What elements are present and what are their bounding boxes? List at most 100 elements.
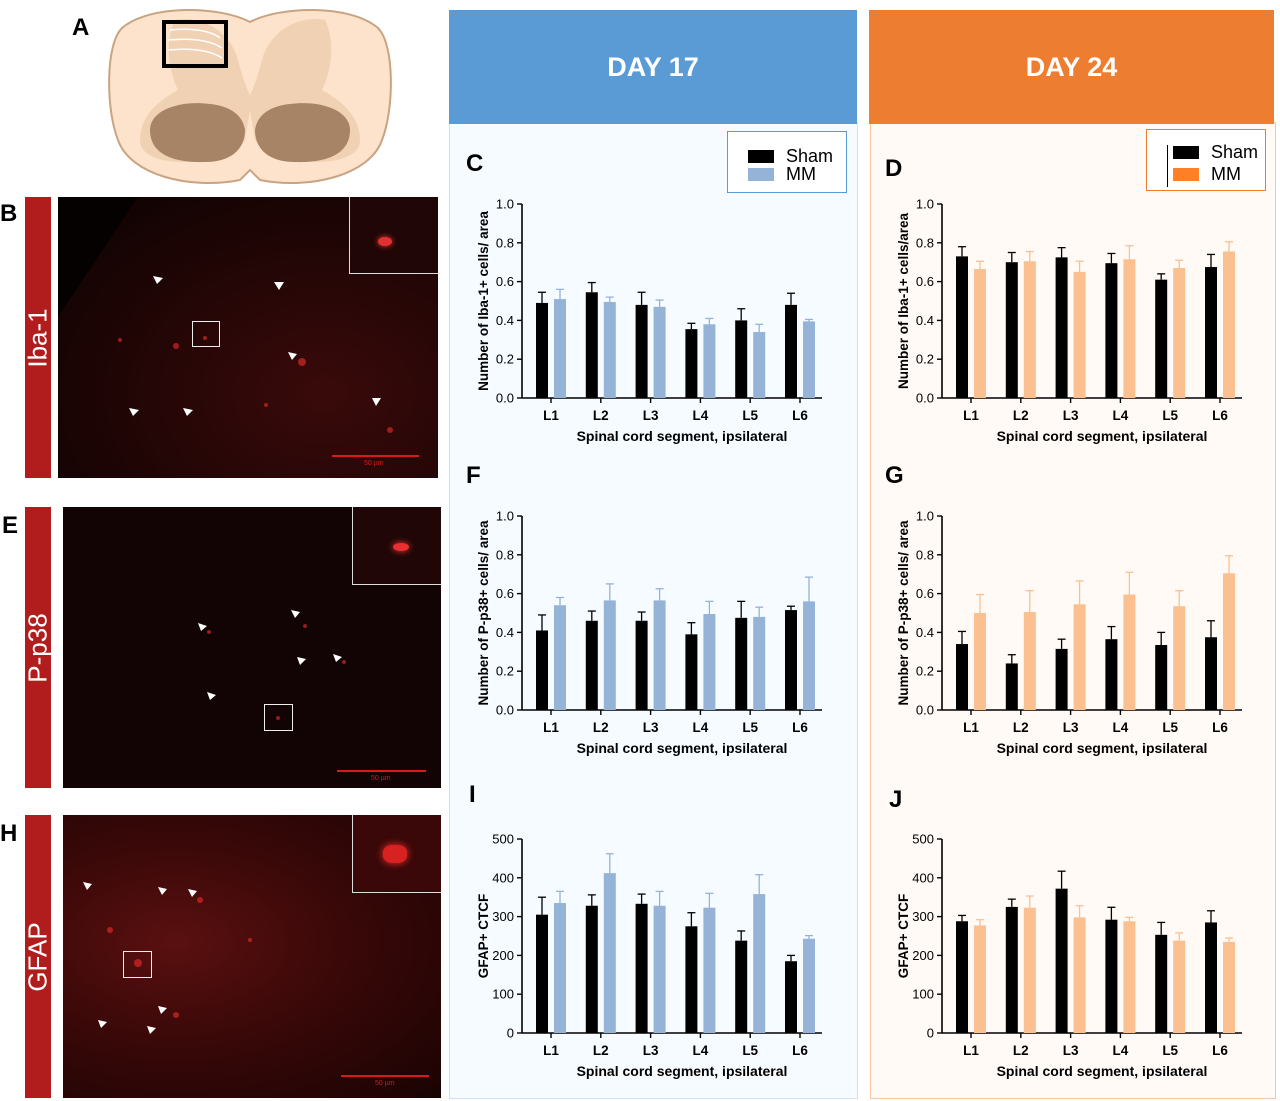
bar-sham-l1: [536, 630, 548, 710]
bar-mm-l1: [554, 605, 566, 710]
x-tick-label: L3: [643, 720, 659, 735]
x-tick-label: L2: [593, 1043, 609, 1058]
x-tick-label: L5: [1162, 720, 1178, 735]
arrowhead: [188, 889, 197, 897]
y-tick-label: 0.2: [916, 352, 934, 367]
y-tick-label: 0.4: [496, 625, 514, 640]
bar-sham-l5: [1155, 934, 1168, 1033]
y-tick-label: 0.8: [496, 547, 514, 562]
x-tick-label: L5: [1162, 408, 1178, 423]
y-tick-label: 500: [912, 832, 934, 847]
panel-letter-g: G: [885, 462, 904, 489]
y-tick-label: 0.4: [916, 313, 934, 328]
ventral-horn: [150, 103, 245, 163]
bar-mm-l4: [703, 907, 716, 1033]
legend-mm-swatch: [1173, 168, 1199, 181]
arrowhead: [274, 282, 284, 290]
y-tick-label: 0.0: [496, 391, 514, 406]
panel-letter-e: E: [2, 512, 19, 539]
gfap-scale-text: 50 µm: [375, 1080, 395, 1087]
arrowhead: [183, 408, 193, 416]
panel-letter-c: C: [466, 150, 484, 177]
y-tick-label: 0.0: [496, 703, 514, 718]
arrowhead: [372, 398, 381, 406]
x-tick-label: L5: [742, 1043, 758, 1058]
iba1-label: Iba-1: [23, 197, 53, 478]
bar-mm-l4: [703, 613, 716, 710]
y-axis-label: Number of Iba-1+ cells/ area: [476, 211, 491, 391]
y-tick-label: 100: [492, 987, 514, 1002]
arrowhead: [98, 1020, 107, 1028]
iba1-micrograph: 50 µm: [58, 197, 438, 478]
x-tick-label: L5: [1162, 1043, 1178, 1058]
bar-mm-l2: [603, 301, 616, 398]
x-tick-label: L6: [792, 720, 808, 735]
day17-legend: Sham MM: [727, 131, 847, 193]
y-tick-label: 0.0: [916, 703, 934, 718]
x-tick-label: L6: [792, 408, 808, 423]
arrowhead: [158, 1006, 167, 1014]
bar-mm-l1: [554, 903, 566, 1033]
x-tick-label: L5: [742, 720, 758, 735]
x-tick-label: L4: [1113, 720, 1129, 735]
dorsal-horn-box: [162, 20, 228, 68]
bar-mm-l6: [803, 938, 815, 1033]
iba1-dark-corner: [58, 197, 138, 317]
y-tick-label: 0.2: [496, 352, 514, 367]
x-tick-label: L6: [1212, 1043, 1228, 1058]
x-tick-label: L1: [543, 1043, 559, 1058]
x-tick-label: L4: [693, 720, 709, 735]
x-axis-label: Spinal cord segment, ipsilateral: [577, 1063, 788, 1079]
bar-sham-l1: [536, 302, 548, 398]
arrowhead: [147, 1026, 156, 1034]
y-tick-label: 400: [492, 870, 514, 885]
bar-sham-l1: [956, 256, 968, 398]
panel-letter-b: B: [0, 200, 18, 227]
y-tick-label: 500: [492, 832, 514, 847]
bar-mm-l3: [1073, 604, 1086, 710]
iba1-selection-box: [192, 321, 220, 347]
bar-mm-l2: [603, 873, 616, 1033]
y-tick-label: 1.0: [496, 197, 514, 212]
pp38-label: P-p38: [23, 507, 53, 788]
x-tick-label: L1: [543, 408, 559, 423]
day24-header: DAY 24: [869, 10, 1274, 124]
bar-sham-l2: [585, 292, 598, 398]
x-tick-label: L1: [963, 1043, 979, 1058]
pp38-micrograph: 50 µm: [63, 507, 441, 788]
bar-sham-l3: [1055, 257, 1068, 398]
bar-mm-l5: [753, 616, 766, 710]
x-tick-label: L4: [693, 408, 709, 423]
bar-sham-l3: [635, 304, 648, 398]
legend-sham-label: Sham: [786, 146, 834, 166]
gfap-selection-box: [123, 951, 152, 978]
y-tick-label: 1.0: [496, 509, 514, 524]
bar-mm-l6: [1223, 573, 1235, 710]
bar-sham-l3: [635, 903, 648, 1033]
x-tick-label: L3: [1063, 720, 1079, 735]
bar-mm-l6: [803, 601, 815, 710]
bar-sham-l5: [735, 617, 748, 710]
x-tick-label: L2: [593, 408, 609, 423]
x-tick-label: L2: [593, 720, 609, 735]
x-axis-label: Spinal cord segment, ipsilateral: [577, 428, 788, 444]
bar-mm-l3: [653, 600, 666, 710]
bar-mm-l2: [1023, 907, 1036, 1033]
x-tick-label: L2: [1013, 720, 1029, 735]
x-tick-label: L4: [1113, 408, 1129, 423]
bar-sham-l6: [1205, 267, 1217, 398]
x-tick-label: L4: [693, 1043, 709, 1058]
bar-mm-l2: [1023, 612, 1036, 710]
day17-header: DAY 17: [449, 10, 857, 124]
x-tick-label: L1: [543, 720, 559, 735]
chart-d-iba1-day24: 0.0 0.2 0.4 0.6 0.8 1.0 Number of Iba-1+ cells…: [896, 197, 1242, 444]
x-tick-label: L2: [1013, 408, 1029, 423]
pp38-scale-bar: [337, 770, 426, 772]
bar-sham-l3: [1055, 648, 1068, 710]
bar-mm-l2: [1023, 261, 1036, 398]
panel-letter-d: D: [885, 155, 903, 182]
iba1-scale-bar: [332, 455, 419, 457]
x-tick-label: L4: [1113, 1043, 1129, 1058]
bar-sham-l4: [685, 329, 698, 398]
